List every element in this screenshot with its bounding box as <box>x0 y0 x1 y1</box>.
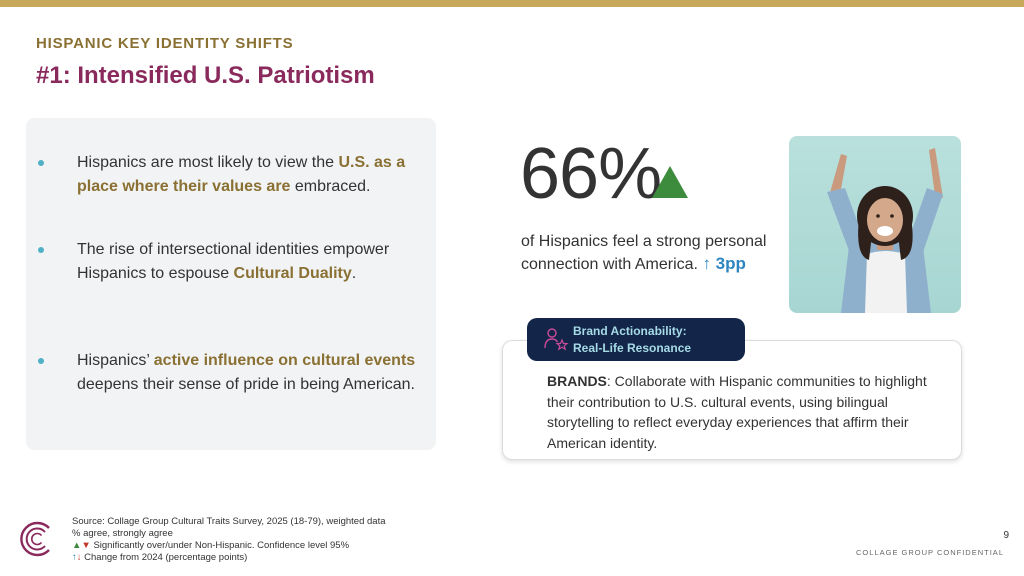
change-legend: ↑↓ Change from 2024 (percentage points) <box>72 552 248 563</box>
bullet-dot-icon <box>38 247 44 253</box>
bullet-text: The rise of intersectional identities em… <box>77 241 390 282</box>
stat-change: ↑ 3pp <box>702 254 746 273</box>
sig-up-icon: ▲ <box>72 540 82 551</box>
top-accent-bar <box>0 0 1024 7</box>
insights-panel: Hispanics are most likely to view the U.… <box>26 118 436 450</box>
source-line: Source: Collage Group Cultural Traits Su… <box>72 516 386 527</box>
stat-value: 66% <box>520 134 662 214</box>
brand-recommendation: BRANDS: Collaborate with Hispanic commun… <box>547 373 927 451</box>
confidential-label: COLLAGE GROUP CONFIDENTIAL <box>856 548 1004 557</box>
sig-down-icon: ▼ <box>81 540 91 551</box>
section-kicker: HISPANIC KEY IDENTITY SHIFTS <box>36 35 294 52</box>
brand-actionability-pill: Brand Actionability: Real-Life Resonance <box>527 318 745 361</box>
agree-line: % agree, strongly agree <box>72 528 173 539</box>
pill-label: Brand Actionability: Real-Life Resonance <box>573 324 692 355</box>
bullet-dot-icon <box>38 160 44 166</box>
photo-illustration <box>827 148 943 313</box>
celebrating-woman-photo <box>789 136 961 313</box>
green-up-triangle-icon <box>652 166 688 198</box>
source-footnote: Source: Collage Group Cultural Traits Su… <box>72 516 386 564</box>
change-down-icon: ↓ <box>76 552 82 563</box>
bullet-text: Hispanics are most likely to view the U.… <box>77 154 406 195</box>
change-up-icon: ↑ <box>72 552 77 563</box>
page-number: 9 <box>1003 530 1009 541</box>
bullet-dot-icon <box>38 358 44 364</box>
significance-legend: ▲▼ Significantly over/under Non-Hispanic… <box>72 540 350 551</box>
bullet-text: Hispanics’ active influence on cultural … <box>77 352 416 393</box>
collage-group-logo <box>20 521 50 557</box>
person-star-icon <box>544 328 569 351</box>
stat-description: of Hispanics feel a strong personal conn… <box>521 233 767 273</box>
page-title: #1: Intensified U.S. Patriotism <box>36 62 375 89</box>
